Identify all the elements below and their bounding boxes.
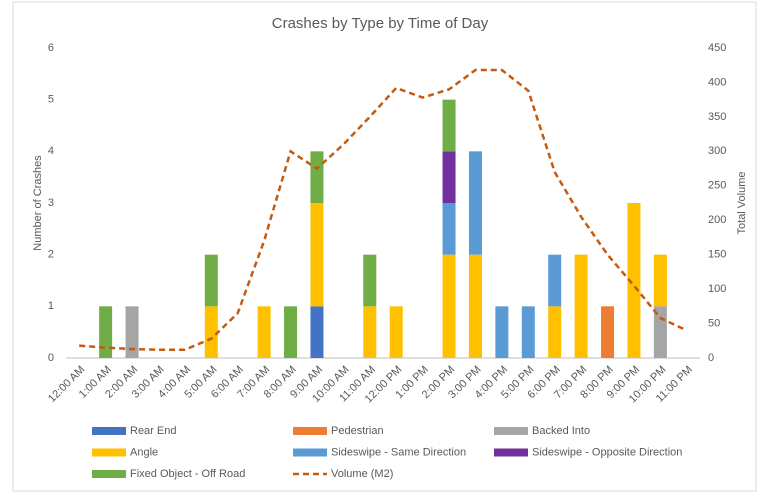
bar-segment (443, 100, 456, 152)
bar-segment (548, 306, 561, 358)
y-tick-label: 3 (48, 197, 54, 209)
bar-segment (522, 306, 535, 358)
bar-segment (654, 255, 667, 307)
legend-swatch (92, 427, 126, 435)
bar-segment (443, 203, 456, 255)
y2-tick-label: 50 (708, 317, 720, 329)
legend-label: Sideswipe - Same Direction (331, 446, 466, 458)
bar-segment (284, 306, 297, 358)
y2-tick-label: 100 (708, 283, 726, 295)
legend-label: Pedestrian (331, 425, 384, 437)
legend-label: Fixed Object - Off Road (130, 468, 245, 480)
bar-segment (310, 151, 323, 203)
y2-tick-label: 400 (708, 76, 726, 88)
y2-tick-label: 250 (708, 180, 726, 192)
legend-label: Backed Into (532, 425, 590, 437)
chart-title: Crashes by Type by Time of Day (272, 15, 489, 32)
legend-label: Rear End (130, 425, 176, 437)
bar-segment (548, 255, 561, 307)
legend-swatch (92, 449, 126, 457)
bar-segment (443, 255, 456, 358)
y2-tick-label: 150 (708, 249, 726, 261)
bar-segment (601, 306, 614, 358)
bar-segment (469, 255, 482, 358)
legend-swatch (494, 449, 528, 457)
bar-segment (99, 306, 112, 358)
y-tick-label: 6 (48, 42, 54, 54)
legend-swatch (494, 427, 528, 435)
bar-segment (469, 151, 482, 254)
bar-segment (205, 255, 218, 307)
y2-tick-label: 450 (708, 42, 726, 54)
chart: Crashes by Type by Time of Day Number of… (0, 0, 759, 494)
legend-label: Sideswipe - Opposite Direction (532, 446, 682, 458)
legend-label: Volume (M2) (331, 468, 393, 480)
bar-segment (575, 255, 588, 358)
y-tick-label: 5 (48, 94, 54, 106)
y-tick-label: 2 (48, 249, 54, 261)
y2-tick-label: 200 (708, 214, 726, 226)
bar-segment (363, 306, 376, 358)
legend-swatch (92, 470, 126, 478)
legend-swatch (293, 449, 327, 457)
y2-tick-label: 0 (708, 352, 714, 364)
bar-segment (495, 306, 508, 358)
bar-segment (258, 306, 271, 358)
y2-axis-label: Total Volume (736, 172, 748, 235)
y-tick-label: 4 (48, 145, 54, 157)
chart-frame (13, 2, 756, 491)
bar-segment (310, 203, 323, 306)
bar-segment (443, 151, 456, 203)
bar-segment (390, 306, 403, 358)
y-axis-label: Number of Crashes (32, 155, 44, 251)
legend-label: Angle (130, 446, 158, 458)
bar-segment (363, 255, 376, 307)
y2-tick-label: 300 (708, 145, 726, 157)
legend-swatch (293, 427, 327, 435)
y-tick-label: 1 (48, 300, 54, 312)
y-tick-label: 0 (48, 352, 54, 364)
bar-segment (310, 306, 323, 358)
y2-tick-label: 350 (708, 111, 726, 123)
bar-segment (205, 306, 218, 358)
